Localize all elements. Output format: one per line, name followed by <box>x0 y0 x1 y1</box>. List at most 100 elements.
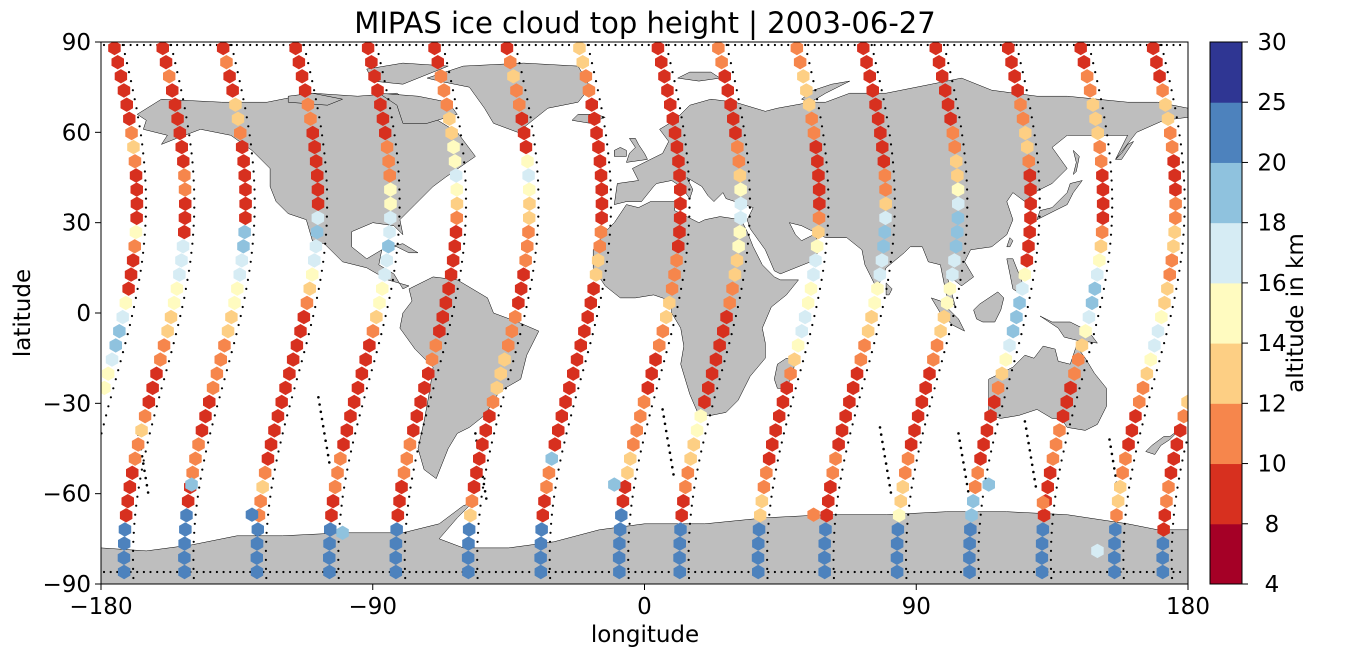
orbit-track-dot <box>1017 52 1020 56</box>
orbit-track-dot <box>1071 414 1074 417</box>
orbit-track-dot <box>888 134 891 137</box>
orbit-track-dot <box>264 558 267 562</box>
orbit-track-dot <box>833 43 836 47</box>
cloud-hexbin <box>673 564 686 580</box>
orbit-track-dot <box>1132 570 1135 574</box>
orbit-track-dot <box>209 432 212 435</box>
orbit-track-dot <box>599 296 603 299</box>
orbit-track-dot <box>322 143 325 146</box>
orbit-track-dot <box>251 242 254 245</box>
orbit-track-dot <box>459 134 463 137</box>
cloud-hexbin <box>130 210 143 226</box>
orbit-track-dot <box>532 269 535 272</box>
cloud-hexbin <box>861 324 875 339</box>
cloud-hexbin <box>798 309 812 325</box>
orbit-track-dot <box>288 405 291 408</box>
orbit-track-dot <box>375 351 378 354</box>
cloud-hexbin <box>790 42 804 56</box>
cloud-hexbin <box>384 182 397 197</box>
orbit-track-dot <box>824 251 827 254</box>
orbit-track-dot <box>283 423 286 426</box>
cloud-hexbin <box>1024 182 1037 197</box>
orbit-track-dot <box>966 188 969 191</box>
cloud-hexbin <box>752 536 765 551</box>
orbit-track-dot <box>222 570 225 574</box>
orbit-track-dot <box>303 351 306 354</box>
orbit-track-dot <box>1059 570 1062 574</box>
orbit-track-dot <box>1172 513 1175 516</box>
orbit-track-dot <box>1025 89 1028 92</box>
orbit-track-dot <box>1072 43 1075 47</box>
orbit-track-dot <box>476 540 479 543</box>
orbit-track-dot <box>138 125 141 128</box>
orbit-track-dot <box>832 576 836 580</box>
cloud-hexbin <box>355 366 369 381</box>
orbit-track-dot <box>477 522 480 525</box>
landmass-africa <box>592 201 799 416</box>
landmass-kamchatka-dummy <box>1115 141 1134 160</box>
orbit-track-dot <box>1035 251 1038 254</box>
orbit-track-dot <box>192 549 195 553</box>
orbit-track-dot <box>234 62 237 65</box>
orbit-track-dot <box>251 161 254 164</box>
cloud-hexbin <box>223 69 236 84</box>
cloud-hexbin <box>1148 338 1161 353</box>
orbit-track-dot <box>119 360 122 363</box>
cloud-hexbin <box>843 394 856 410</box>
cloud-hexbin <box>126 465 139 480</box>
cloud-hexbin <box>800 83 813 98</box>
orbit-track-dot <box>1051 522 1054 525</box>
orbit-track-dot <box>702 441 705 444</box>
orbit-track-dot <box>396 242 399 245</box>
orbit-track-dot <box>340 504 343 507</box>
cloud-hexbin <box>170 281 184 296</box>
orbit-track-dot <box>977 540 980 543</box>
orbit-track-dot <box>592 71 596 74</box>
orbit-track-dot <box>905 540 908 543</box>
cloud-hexbin <box>189 451 202 466</box>
cloud-hexbin <box>179 522 192 537</box>
orbit-track-dot <box>868 360 871 363</box>
orbit-track-dot <box>608 170 612 173</box>
cloud-hexbin <box>984 409 997 424</box>
orbit-track-dot <box>608 161 611 164</box>
colorbar-frame <box>1209 41 1243 585</box>
cloud-hexbin <box>337 437 350 452</box>
orbit-track-dot <box>397 170 400 173</box>
orbit-track-dot <box>687 233 690 236</box>
orbit-track-dot <box>107 405 110 408</box>
orbit-track-dot <box>302 570 305 574</box>
orbit-track-dot <box>806 342 809 345</box>
cloud-hexbin <box>177 154 190 169</box>
orbit-track-dot <box>1176 486 1179 489</box>
orbit-track-dot <box>192 224 195 227</box>
orbit-track-dot <box>609 206 613 209</box>
orbit-track-dot <box>767 570 770 574</box>
cloud-hexbin <box>776 394 790 410</box>
orbit-track-dot <box>548 570 551 574</box>
orbit-track-dot <box>723 360 726 363</box>
orbit-track-dot <box>986 570 989 574</box>
orbit-track-dot <box>861 387 864 390</box>
cloud-hexbin <box>879 210 892 226</box>
orbit-track-dot <box>237 323 240 327</box>
orbit-track-dot <box>1111 459 1115 463</box>
orbit-track-dot <box>661 408 664 411</box>
cloud-hexbin <box>1163 267 1176 282</box>
orbit-track-dot <box>196 495 199 498</box>
orbit-track-dot <box>1037 170 1040 173</box>
orbit-track-dot <box>601 43 604 47</box>
cloud-hexbin <box>839 409 852 424</box>
orbit-track-dot <box>320 417 324 421</box>
cloud-hexbin <box>118 536 131 551</box>
orbit-track-dot <box>804 351 807 354</box>
orbit-track-dot <box>926 43 929 47</box>
orbit-track-dot <box>444 342 447 345</box>
orbit-track-dot <box>165 369 168 372</box>
cloud-hexbin <box>116 309 129 325</box>
orbit-track-dot <box>998 414 1001 417</box>
orbit-track-dot <box>1092 62 1095 65</box>
cloud-hexbin <box>1016 281 1029 296</box>
orbit-track-dot <box>379 62 382 65</box>
cloud-hexbin <box>384 210 397 226</box>
